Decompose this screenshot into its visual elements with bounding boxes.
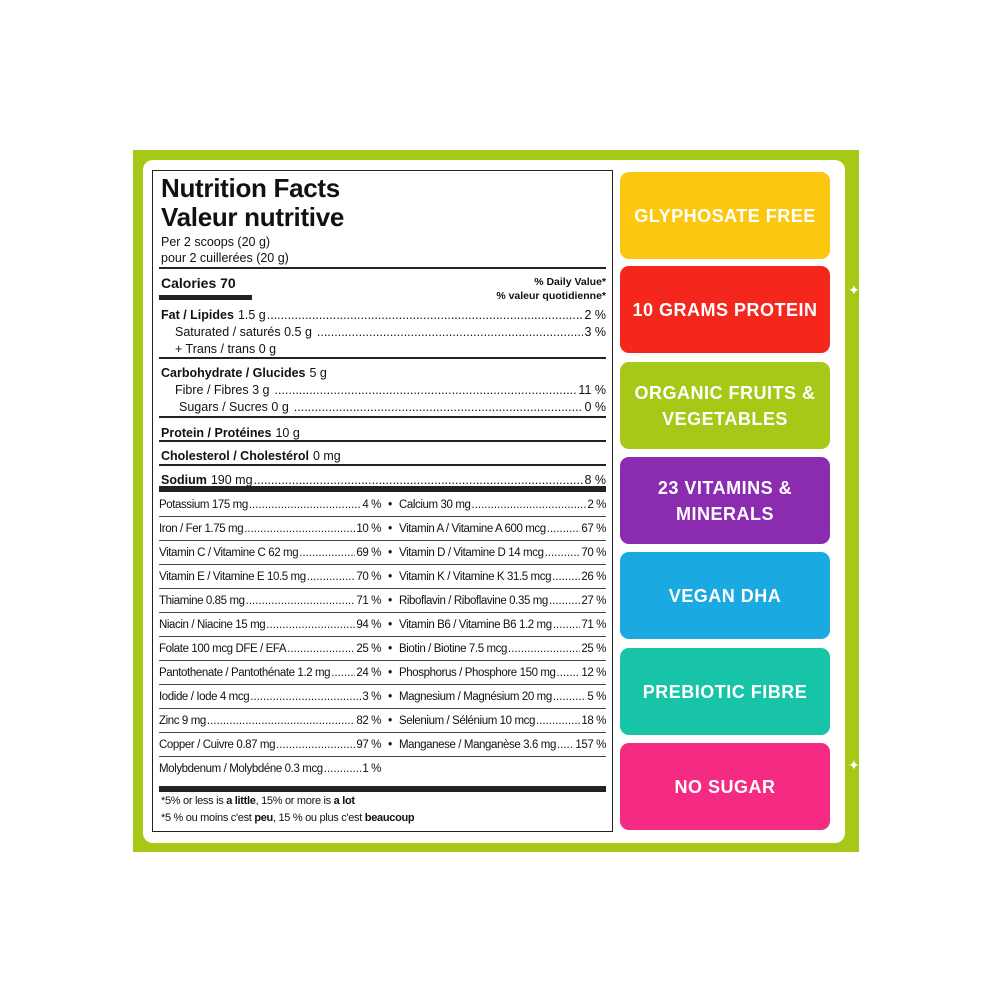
divider bbox=[159, 440, 606, 442]
nutrient-row: Sugars / Sucres 0 g0 % bbox=[161, 399, 606, 415]
mineral-row: Zinc 9 mg82 %•Selenium / Sélénium 10 mcg… bbox=[159, 709, 606, 733]
mineral-row: Iron / Fer 1.75 mg10 %•Vitamin A / Vitam… bbox=[159, 517, 606, 541]
title-fr: Valeur nutritive bbox=[161, 202, 345, 232]
mineral-row: Potassium 175 mg4 %•Calcium 30 mg2 % bbox=[159, 493, 606, 517]
mineral-row: Pantothenate / Pantothénate 1.2 mg24 %•P… bbox=[159, 661, 606, 685]
calories: Calories 70 bbox=[161, 275, 236, 291]
mineral-row: Molybdenum / Molybdéne 0.3 mcg1 % bbox=[159, 757, 606, 781]
badge-10-grams-protein: 10 GRAMS PROTEIN bbox=[620, 266, 830, 353]
nutrient-row: Cholesterol / Cholestérol 0 mg bbox=[161, 449, 341, 463]
mineral-row: Niacin / Niacine 15 mg94 %•Vitamin B6 / … bbox=[159, 613, 606, 637]
daily-value-header: % Daily Value*% valeur quotidienne* bbox=[496, 276, 606, 302]
serving-fr: pour 2 cuillerées (20 g) bbox=[161, 251, 289, 265]
badge-23-vitamins-minerals: 23 VITAMINS & MINERALS bbox=[620, 457, 830, 544]
sparkle-icon: ✦ bbox=[848, 282, 860, 298]
badge-no-sugar: NO SUGAR bbox=[620, 743, 830, 830]
divider bbox=[159, 357, 606, 359]
mineral-row: Vitamin C / Vitamine C 62 mg69 %•Vitamin… bbox=[159, 541, 606, 565]
nutrient-row: Saturated / saturés 0.5 g3 % bbox=[161, 324, 606, 340]
footnote-en: *5% or less is a little, 15% or more is … bbox=[161, 795, 355, 807]
divider bbox=[159, 416, 606, 418]
sparkle-icon: ✦ bbox=[848, 757, 860, 773]
nutrient-row: Protein / Protéines 10 g bbox=[161, 426, 300, 440]
footnote-fr: *5 % ou moins c'est peu, 15 % ou plus c'… bbox=[161, 812, 415, 824]
nutrient-row: Carbohydrate / Glucides 5 g bbox=[161, 366, 327, 380]
nutrition-facts-label: Nutrition Facts Valeur nutritive Per 2 s… bbox=[152, 170, 613, 832]
mineral-row: Thiamine 0.85 mg71 %•Riboflavin / Ribofl… bbox=[159, 589, 606, 613]
badge-organic-fruits-vegetables: ORGANIC FRUITS & VEGETABLES bbox=[620, 362, 830, 449]
nutrient-row: Fibre / Fibres 3 g11 % bbox=[161, 382, 606, 398]
title-en: Nutrition Facts bbox=[161, 173, 340, 203]
badge-prebiotic-fibre: PREBIOTIC FIBRE bbox=[620, 648, 830, 735]
badge-glyphosate-free: GLYPHOSATE FREE bbox=[620, 172, 830, 259]
divider bbox=[159, 464, 606, 466]
mineral-row: Vitamin E / Vitamine E 10.5 mg70 %•Vitam… bbox=[159, 565, 606, 589]
serving-en: Per 2 scoops (20 g) bbox=[161, 235, 271, 249]
badge-vegan-dha: VEGAN DHA bbox=[620, 552, 830, 639]
mineral-row: Copper / Cuivre 0.87 mg97 %•Manganese / … bbox=[159, 733, 606, 757]
mineral-row: Folate 100 mcg DFE / EFA25 %•Biotin / Bi… bbox=[159, 637, 606, 661]
mineral-row: Iodide / Iode 4 mcg3 %•Magnesium / Magné… bbox=[159, 685, 606, 709]
nutrient-row: + Trans / trans 0 g bbox=[175, 342, 277, 356]
